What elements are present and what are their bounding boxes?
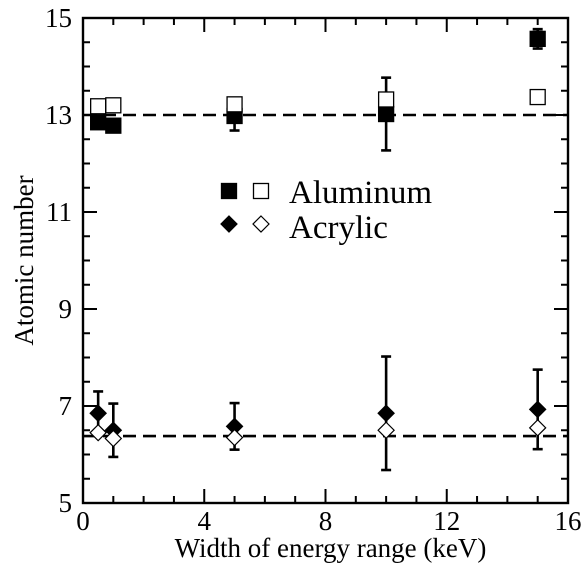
plot-frame: [81, 16, 570, 505]
legend-marker-open-square: [252, 182, 270, 200]
error-bars: [93, 27, 543, 472]
data-point-open-square: [105, 97, 122, 114]
y-tick-label: 5: [59, 488, 73, 518]
data-point-open-diamond: [104, 429, 123, 448]
data-point-filled-square: [529, 30, 546, 48]
data-point-filled-square: [90, 114, 107, 131]
legend-marker-filled-diamond: [220, 215, 238, 233]
data-point-filled-square: [105, 117, 122, 134]
data-point-open-diamond: [528, 418, 547, 437]
y-tick-label: 13: [45, 100, 72, 130]
data-point-filled-diamond: [528, 400, 547, 419]
data-point-filled-diamond: [377, 404, 395, 423]
legend-marker-filled-square: [220, 182, 238, 200]
reference-lines: [83, 113, 568, 438]
data-point-open-diamond: [89, 423, 108, 442]
data-markers: [89, 30, 547, 448]
y-tick-label: 15: [45, 3, 72, 33]
data-point-filled-diamond: [89, 404, 108, 423]
legend-marker-open-diamond: [252, 215, 270, 233]
x-axis-label: Width of energy range (keV): [175, 533, 487, 563]
data-point-open-diamond: [377, 421, 395, 440]
legend-label: Acrylic: [289, 210, 388, 246]
data-point-open-diamond: [225, 428, 244, 447]
data-point-filled-square: [377, 105, 395, 123]
y-tick-label: 9: [59, 294, 73, 324]
x-tick-label: 0: [76, 506, 90, 536]
x-tick-label: 8: [319, 506, 333, 536]
data-point-open-square: [90, 98, 107, 115]
data-point-open-square: [226, 96, 243, 113]
y-tick-label: 7: [59, 391, 73, 421]
x-tick-label: 16: [555, 506, 582, 536]
legend-label: Aluminum: [289, 175, 432, 211]
x-tick-label: 12: [433, 506, 460, 536]
x-tick-label: 4: [198, 506, 212, 536]
y-axis-label: Atomic number: [9, 175, 39, 345]
axes: 0 4 8 12 16 5 7 9 11 13 15 Width of energy range (k…: [9, 3, 582, 563]
data-point-open-square: [377, 91, 395, 108]
data-point-open-square: [529, 88, 546, 106]
y-tick-label: 11: [46, 197, 72, 227]
